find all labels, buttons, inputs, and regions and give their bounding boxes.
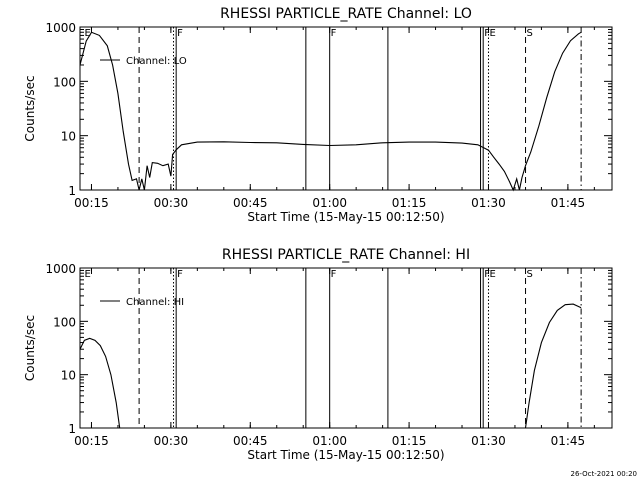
x-tick-label: 01:00 — [312, 196, 347, 210]
x-tick-label: 01:45 — [551, 434, 586, 448]
event-marker-label: E — [85, 28, 91, 39]
series-line — [79, 337, 121, 429]
x-tick-label: 00:45 — [233, 434, 268, 448]
x-axis-label: Start Time (15-May-15 00:12:50) — [247, 210, 444, 224]
plot-frame — [79, 26, 613, 191]
series-line — [524, 303, 582, 429]
y-tick-label: 10 — [61, 130, 76, 144]
x-tick-label: 00:30 — [154, 434, 189, 448]
y-tick-label: 1000 — [45, 262, 76, 276]
y-tick-label: 1 — [68, 422, 76, 436]
y-tick-label: 10 — [61, 369, 76, 383]
event-marker-label: F — [177, 269, 183, 280]
event-marker-label: S — [527, 28, 533, 39]
x-tick-label: 01:15 — [392, 196, 427, 210]
hi-channel-panel: RHESSI PARTICLE_RATE Channel: HI 00:15 00:… — [23, 247, 613, 462]
x-tick-label: 00:45 — [233, 196, 268, 210]
event-marker-label: S — [527, 269, 533, 280]
legend-label: Channel: LO — [126, 56, 187, 67]
x-tick-label: 01:00 — [312, 434, 347, 448]
event-marker-label: F — [177, 28, 183, 39]
event-marker-label: F — [484, 269, 490, 280]
x-tick-label: 00:15 — [74, 196, 109, 210]
event-marker-label: F — [331, 28, 337, 39]
y-axis-label: Counts/sec — [23, 75, 37, 141]
event-marker-label: F — [331, 269, 337, 280]
y-tick-label: 1 — [68, 184, 76, 198]
event-marker-label: F — [484, 28, 490, 39]
legend-label: Channel: HI — [126, 297, 184, 308]
chart-title: RHESSI PARTICLE_RATE Channel: HI — [222, 247, 470, 263]
x-tick-label: 01:45 — [551, 196, 586, 210]
footer-timestamp: 26-Oct-2021 00:20 — [571, 470, 637, 478]
y-axis-label: Counts/sec — [23, 315, 37, 381]
x-tick-label: 01:30 — [471, 196, 506, 210]
series-line — [79, 31, 582, 192]
x-tick-label: 00:30 — [154, 196, 189, 210]
event-marker-label: E — [489, 28, 495, 39]
event-marker-label: E — [85, 269, 91, 280]
x-tick-label: 01:30 — [471, 434, 506, 448]
x-tick-label: 01:15 — [392, 434, 427, 448]
chart-title: RHESSI PARTICLE_RATE Channel: LO — [220, 6, 472, 22]
event-marker-label: E — [489, 269, 495, 280]
x-axis-label: Start Time (15-May-15 00:12:50) — [247, 448, 444, 462]
plot-frame — [79, 267, 613, 429]
y-tick-label: 100 — [53, 315, 76, 329]
x-tick-label: 00:15 — [74, 434, 109, 448]
y-tick-label: 1000 — [45, 21, 76, 35]
lo-channel-panel: RHESSI PARTICLE_RATE Channel: LO 00:15 00:… — [23, 6, 613, 224]
y-tick-label: 100 — [53, 75, 76, 89]
